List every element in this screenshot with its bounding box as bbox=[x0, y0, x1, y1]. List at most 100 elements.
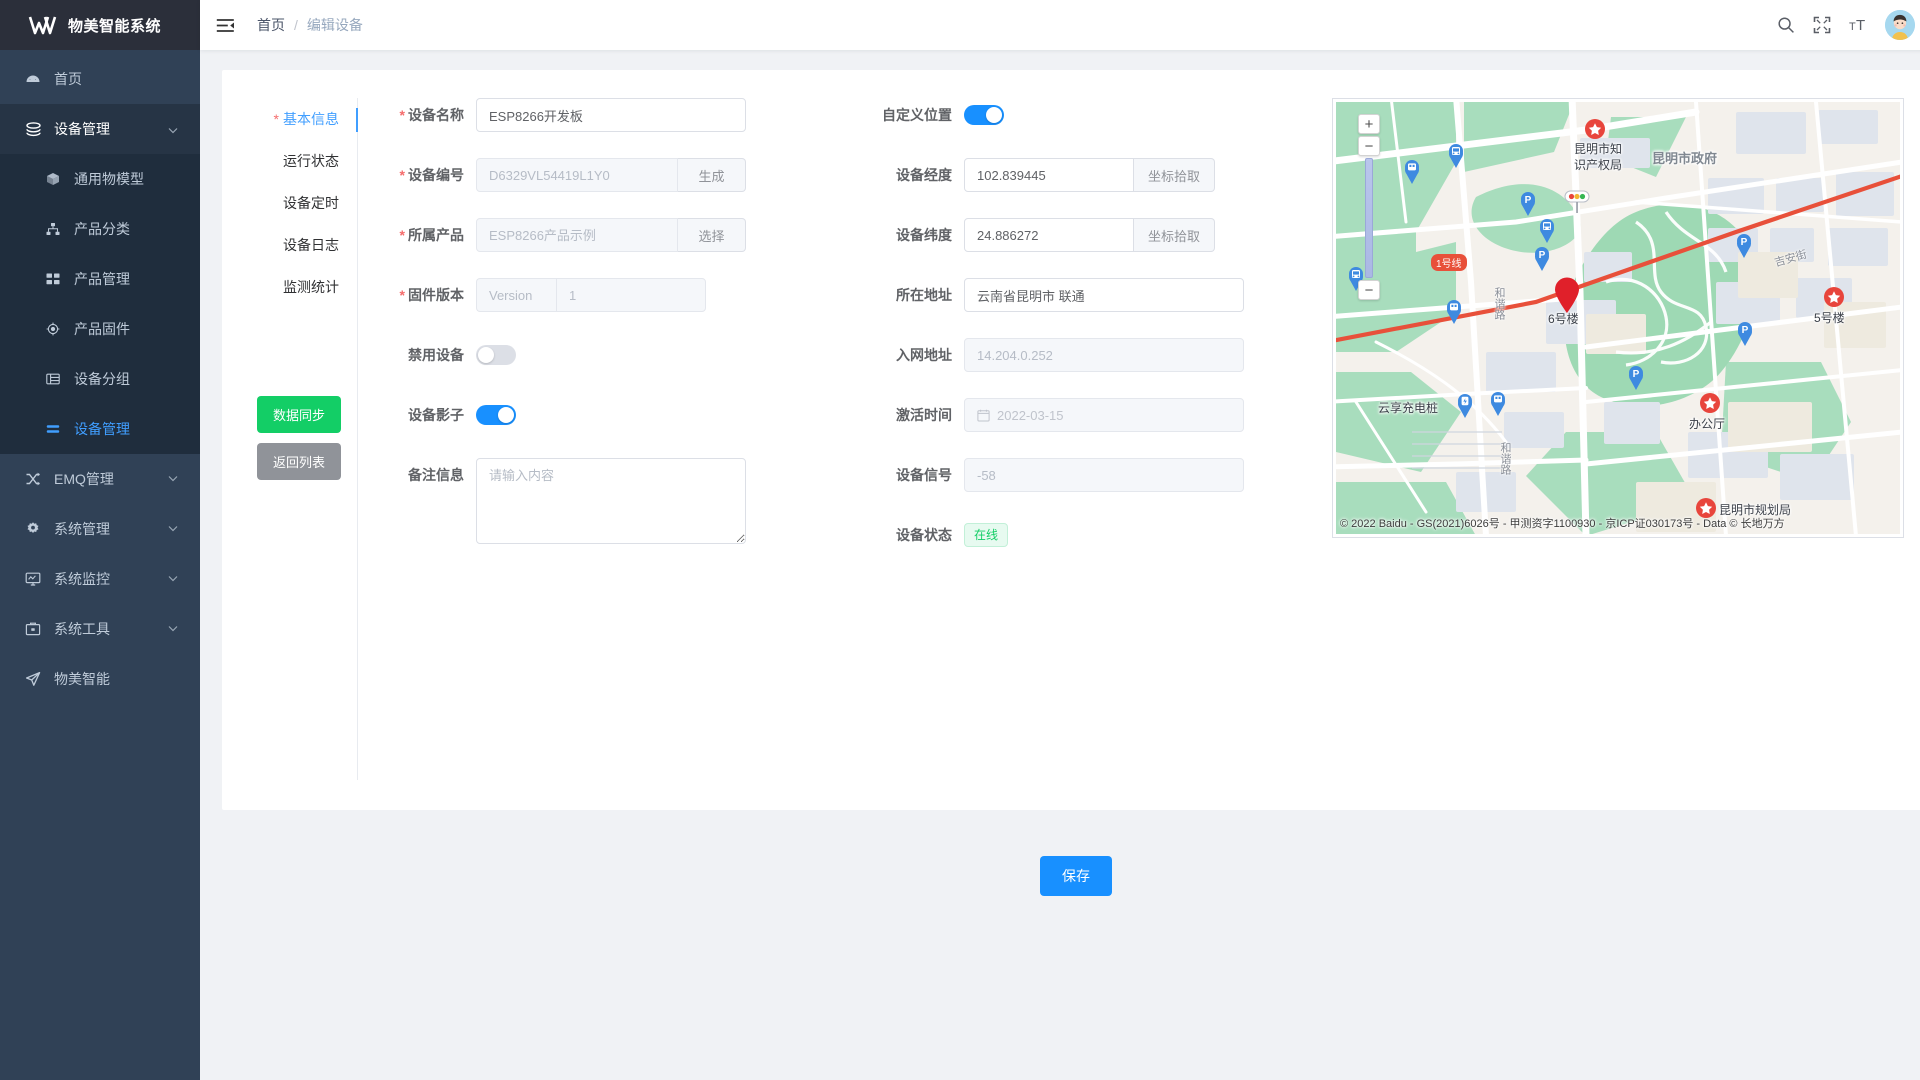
custom-location-switch[interactable] bbox=[964, 105, 1004, 125]
map-zoom-slider[interactable] bbox=[1365, 158, 1373, 278]
sidebar-item-device-group[interactable]: 设备分组 bbox=[0, 354, 200, 404]
breadcrumb-home[interactable]: 首页 bbox=[257, 17, 285, 33]
select-product-button[interactable]: 选择 bbox=[678, 218, 746, 252]
address-input[interactable] bbox=[964, 278, 1244, 312]
svg-text:P: P bbox=[1742, 325, 1749, 336]
firmware-version-input[interactable] bbox=[556, 278, 706, 312]
activation-time-input[interactable]: 2022-03-15 bbox=[964, 398, 1244, 432]
tab-required-mark: * bbox=[273, 111, 279, 127]
tab-label: 设备日志 bbox=[283, 237, 339, 253]
edit-device-card: * 基本信息 运行状态 设备定时 设备日志 监测统计 bbox=[222, 70, 1920, 810]
sidebar-item-product-management[interactable]: 产品管理 bbox=[0, 254, 200, 304]
brand-title: 物美智能系统 bbox=[68, 17, 162, 35]
field-control bbox=[476, 398, 516, 432]
send-icon bbox=[22, 671, 44, 687]
latitude-pick-button[interactable]: 坐标拾取 bbox=[1134, 218, 1216, 252]
avatar-menu[interactable]: ▾ bbox=[1885, 10, 1920, 40]
gear-icon bbox=[22, 521, 44, 537]
search-icon[interactable] bbox=[1777, 16, 1795, 34]
sidebar-item-system-tools[interactable]: 系统工具 bbox=[0, 604, 200, 654]
tab-running-status[interactable]: 运行状态 bbox=[248, 140, 341, 182]
required-mark: * bbox=[399, 227, 405, 243]
map-label-kunming-planning: 昆明市规划局 bbox=[1719, 503, 1792, 517]
sidebar-item-label: 设备管理 bbox=[54, 121, 110, 137]
font-size-icon[interactable]: T T bbox=[1849, 16, 1867, 34]
sidebar-item-system-management[interactable]: 系统管理 bbox=[0, 504, 200, 554]
tab-active-indicator bbox=[356, 108, 358, 132]
sidebar-submenu-device-management: 通用物模型 产品分类 bbox=[0, 154, 200, 454]
form-column-location: 自定义位置 设备经度 坐标拾取 bbox=[872, 98, 1244, 780]
product-input[interactable] bbox=[476, 218, 678, 252]
map-zoom-in-button[interactable]: + bbox=[1358, 114, 1380, 134]
field-control bbox=[964, 278, 1244, 312]
sidebar-item-label: 产品固件 bbox=[74, 321, 130, 337]
longitude-pick-button[interactable]: 坐标拾取 bbox=[1134, 158, 1216, 192]
brand[interactable]: 物美智能系统 bbox=[0, 0, 200, 50]
wm-logo-icon bbox=[28, 14, 58, 36]
field-label: 激活时间 bbox=[896, 407, 952, 423]
fullscreen-icon[interactable] bbox=[1813, 16, 1831, 34]
tab-monitor-stats[interactable]: 监测统计 bbox=[248, 266, 341, 308]
chevron-down-icon bbox=[168, 474, 178, 485]
hamburger-collapse-icon[interactable] bbox=[216, 18, 235, 33]
map-label-charging-pile: 云享充电桩 bbox=[1378, 401, 1439, 415]
map-container[interactable]: + − − bbox=[1332, 98, 1904, 538]
data-sync-button[interactable]: 数据同步 bbox=[256, 396, 341, 433]
field-device-shadow: 设备影子 bbox=[392, 398, 772, 432]
breadcrumb-current: 编辑设备 bbox=[306, 17, 363, 33]
chevron-down-icon bbox=[168, 574, 178, 585]
required-mark: * bbox=[399, 287, 405, 303]
field-control: 在线 bbox=[964, 518, 1009, 552]
field-label: 设备经度 bbox=[896, 167, 952, 183]
back-to-list-button[interactable]: 返回列表 bbox=[256, 443, 341, 480]
map-label-building-6: 6号楼 bbox=[1548, 312, 1579, 326]
sidebar-item-system-monitor[interactable]: 系统监控 bbox=[0, 554, 200, 604]
remark-textarea[interactable] bbox=[476, 458, 746, 544]
disable-device-switch[interactable] bbox=[476, 345, 516, 365]
device-name-input[interactable] bbox=[476, 98, 746, 132]
chevron-down-icon bbox=[168, 624, 178, 635]
tab-basic-info[interactable]: * 基本信息 bbox=[248, 98, 341, 140]
device-form: *设备名称 *设备编号 生成 bbox=[358, 98, 1904, 780]
field-latitude: 设备纬度 坐标拾取 bbox=[872, 218, 1242, 252]
map-zoom-out-button-top[interactable]: − bbox=[1358, 136, 1380, 156]
tab-label: 运行状态 bbox=[283, 153, 339, 169]
sidebar-item-device-management-sub[interactable]: 设备管理 bbox=[0, 404, 200, 454]
map-zoom-out-button[interactable]: − bbox=[1358, 280, 1380, 300]
navbar: 首页 / 编辑设备 T bbox=[200, 0, 1920, 50]
latitude-input[interactable] bbox=[964, 218, 1134, 252]
save-button[interactable]: 保存 bbox=[1040, 856, 1112, 896]
sidebar-item-wumei-smart[interactable]: 物美智能 bbox=[0, 654, 200, 704]
tab-device-log[interactable]: 设备日志 bbox=[248, 224, 341, 266]
form-column-map: + − − bbox=[1332, 98, 1904, 780]
network-address-input[interactable] bbox=[964, 338, 1244, 372]
field-device-code: *设备编号 生成 bbox=[392, 158, 772, 192]
svg-text:P: P bbox=[1539, 250, 1546, 261]
sidebar-item-device-management[interactable]: 设备管理 bbox=[0, 104, 200, 154]
tab-device-timer[interactable]: 设备定时 bbox=[248, 182, 341, 224]
map-label-kunming-government: 昆明市政府 bbox=[1652, 151, 1718, 166]
field-label: 入网地址 bbox=[896, 347, 952, 363]
svg-text:P: P bbox=[1633, 369, 1640, 380]
firmware-prefix-input[interactable] bbox=[476, 278, 556, 312]
sidebar-item-home[interactable]: 首页 bbox=[0, 54, 200, 104]
sidebar-item-thing-model[interactable]: 通用物模型 bbox=[0, 154, 200, 204]
device-code-input[interactable] bbox=[476, 158, 678, 192]
sidebar-item-product-firmware[interactable]: 产品固件 bbox=[0, 304, 200, 354]
device-shadow-switch[interactable] bbox=[476, 405, 516, 425]
field-label: 所在地址 bbox=[896, 287, 952, 303]
rail-buttons: 数据同步 返回列表 bbox=[248, 396, 341, 480]
sidebar-item-product-category[interactable]: 产品分类 bbox=[0, 204, 200, 254]
table-icon bbox=[42, 372, 64, 386]
sidebar-item-label: 系统工具 bbox=[54, 621, 110, 637]
baidu-map[interactable]: + − − bbox=[1336, 102, 1900, 534]
longitude-input[interactable] bbox=[964, 158, 1134, 192]
sidebar-item-emq-management[interactable]: EMQ管理 bbox=[0, 454, 200, 504]
generate-code-button[interactable]: 生成 bbox=[678, 158, 746, 192]
field-control bbox=[964, 98, 1004, 132]
svg-text:P: P bbox=[1741, 237, 1748, 248]
field-control bbox=[476, 98, 746, 132]
field-label: * 设备名称 bbox=[399, 107, 464, 123]
device-signal-input[interactable] bbox=[964, 458, 1244, 492]
calendar-icon bbox=[977, 409, 990, 422]
